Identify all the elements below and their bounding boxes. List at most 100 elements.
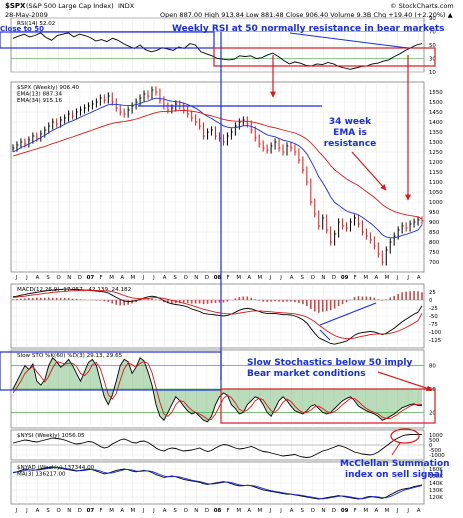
annotation-rsi-left: Close to 50 bbox=[0, 25, 44, 33]
annotation-nysi-line2: index on sell signal bbox=[345, 470, 443, 480]
month-label: 09 bbox=[341, 275, 349, 281]
month-label: D bbox=[78, 275, 82, 281]
tick-label: 750 bbox=[429, 250, 440, 256]
tick-label: 20 bbox=[429, 410, 436, 416]
tick-label: 500 bbox=[429, 438, 440, 444]
month-label: D bbox=[332, 508, 336, 514]
chart-instrument-name: (S&P 500 Large Cap Index) bbox=[26, 2, 114, 10]
month-label: O bbox=[184, 508, 188, 514]
month-label: N bbox=[194, 275, 198, 281]
legend-entry: EMA(13) 887.34 bbox=[17, 92, 62, 98]
tick-label: 1450 bbox=[429, 110, 443, 116]
month-label: J bbox=[279, 508, 282, 514]
panel-macd: 25 0 -25 -50 -75 -100 -125 MACD(12,26,9) -17.95… bbox=[11, 287, 442, 345]
series-signal bbox=[12, 289, 423, 340]
month-label: S bbox=[301, 508, 305, 514]
series-ema-13- bbox=[12, 97, 423, 239]
month-label: D bbox=[205, 508, 209, 514]
month-label: J bbox=[269, 508, 272, 514]
month-label: 08 bbox=[214, 508, 222, 514]
tick-label: 30 bbox=[429, 57, 436, 63]
month-label: M bbox=[385, 275, 390, 281]
tick-label: 1300 bbox=[429, 140, 443, 146]
tick-label: 0 bbox=[429, 298, 433, 304]
month-label: M bbox=[258, 508, 263, 514]
month-label: M bbox=[109, 275, 114, 281]
month-label: N bbox=[321, 508, 325, 514]
month-label: A bbox=[120, 508, 124, 514]
legend-entry: Slow STO %K(60) %D(3) 29.13, 29.65 bbox=[17, 353, 123, 359]
tick-label: 140K bbox=[429, 481, 443, 487]
month-label: 07 bbox=[87, 508, 95, 514]
month-label: A bbox=[163, 275, 167, 281]
rsi-resistance-box bbox=[213, 47, 436, 67]
month-label: A bbox=[36, 508, 40, 514]
series-ema-34- bbox=[12, 110, 423, 220]
legend-entry: MA(3) 136217.00 bbox=[17, 472, 66, 478]
nysi-sell-signal-circle bbox=[390, 428, 420, 444]
month-label: A bbox=[417, 508, 421, 514]
tick-label: 25 bbox=[429, 290, 436, 296]
annotation-ema-line2: EMA is bbox=[333, 128, 367, 138]
month-label: A bbox=[417, 275, 421, 281]
legend-entry: MACD(12,26,9) -17.957, -42.139, 24.182 bbox=[17, 287, 131, 293]
rsi-pointer-line bbox=[289, 32, 409, 49]
month-label: M bbox=[363, 508, 368, 514]
month-label: O bbox=[57, 508, 61, 514]
month-label: J bbox=[142, 508, 145, 514]
series--nysi bbox=[12, 433, 422, 458]
tick-label: 1050 bbox=[429, 190, 443, 196]
month-label: S bbox=[301, 275, 305, 281]
month-label: M bbox=[236, 508, 241, 514]
month-label: M bbox=[109, 508, 114, 514]
month-label: S bbox=[173, 275, 177, 281]
annotation-nysi-line1: McClellan Summation bbox=[340, 459, 450, 469]
tick-label: 50 bbox=[429, 43, 436, 49]
month-label: A bbox=[120, 275, 124, 281]
tick-label: 1200 bbox=[429, 160, 443, 166]
tick-label: 50 bbox=[429, 387, 436, 393]
panel-price: 1550 1500 1450 1400 1350 1300 1250 1200 1150 1100… bbox=[11, 85, 443, 266]
macd-trendline-rising bbox=[319, 302, 377, 326]
month-label: M bbox=[258, 275, 263, 281]
series-rsi-14- bbox=[12, 32, 423, 70]
chart-header: $SPX (S&P 500 Large Cap Index) INDX © St… bbox=[5, 2, 454, 19]
month-label: A bbox=[163, 508, 167, 514]
tick-label: 700 bbox=[429, 260, 440, 266]
month-label: J bbox=[152, 508, 155, 514]
month-label: O bbox=[57, 275, 61, 281]
month-label: J bbox=[396, 508, 399, 514]
time-axis-top: J J A S O N D 07 F M A M J J A S O N D 08 F M A M J J A S O N D 09 F M A M J… bbox=[14, 275, 420, 281]
month-label: 07 bbox=[87, 275, 95, 281]
tick-label: -125 bbox=[429, 338, 441, 344]
tick-label: 80 bbox=[429, 364, 436, 370]
month-label: A bbox=[374, 508, 378, 514]
month-label: O bbox=[184, 275, 188, 281]
legend-entry: EMA(34) 915.16 bbox=[17, 98, 62, 104]
tick-label: 160K bbox=[429, 467, 443, 473]
tick-label: 70 bbox=[429, 30, 436, 36]
stoch-bear-box bbox=[220, 388, 436, 424]
tick-label: 1250 bbox=[429, 150, 443, 156]
month-label: A bbox=[290, 275, 294, 281]
month-label: J bbox=[25, 275, 28, 281]
tick-label: 1550 bbox=[429, 90, 443, 96]
month-label: S bbox=[46, 508, 50, 514]
month-label: J bbox=[396, 275, 399, 281]
month-label: S bbox=[46, 275, 50, 281]
tick-label: 850 bbox=[429, 230, 440, 236]
tick-label: 150K bbox=[429, 474, 443, 480]
tick-label: 900 bbox=[429, 220, 440, 226]
month-label: A bbox=[247, 275, 251, 281]
month-label: J bbox=[14, 275, 17, 281]
chart-date: 28-May-2009 bbox=[5, 11, 48, 19]
month-label: O bbox=[311, 508, 315, 514]
month-label: F bbox=[354, 275, 357, 281]
tick-label: 1000 bbox=[429, 200, 443, 206]
tick-label: 120K bbox=[429, 495, 443, 501]
series-pct-k bbox=[12, 357, 422, 423]
month-label: M bbox=[385, 508, 390, 514]
legend-entry: $NYAD (Weekly) 137344.00 bbox=[17, 465, 95, 471]
tick-label: 10 bbox=[429, 70, 436, 76]
